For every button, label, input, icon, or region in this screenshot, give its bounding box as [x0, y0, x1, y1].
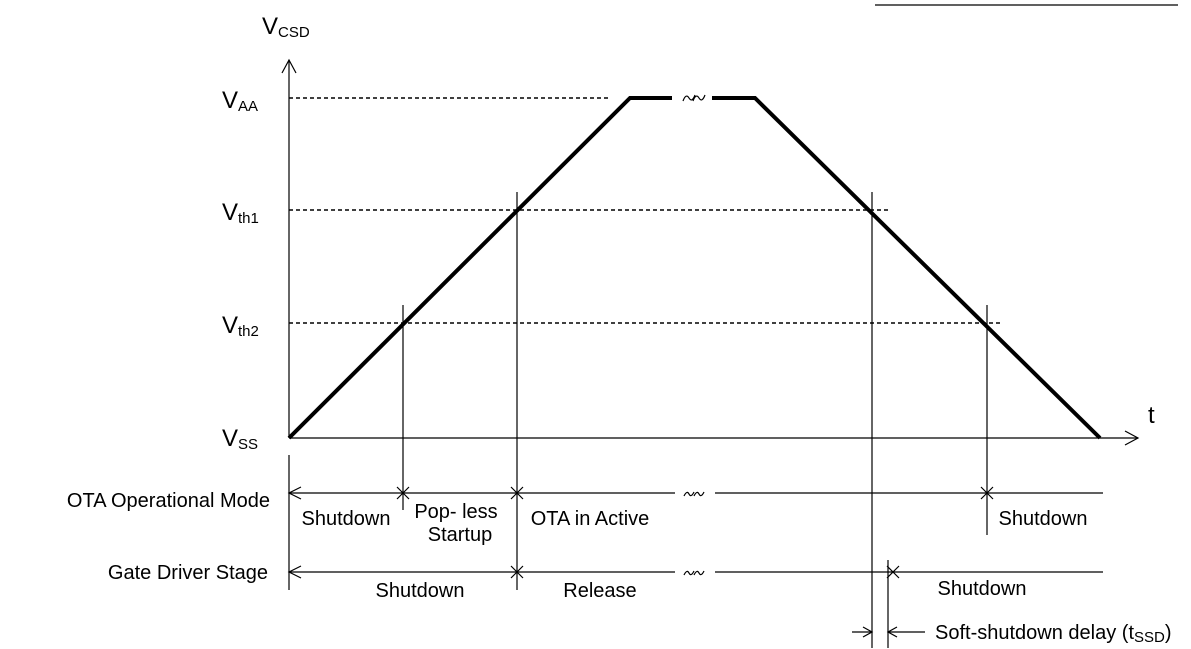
transition-marker — [510, 565, 524, 579]
row-label: Gate Driver Stage — [108, 562, 268, 584]
state-label: Startup — [428, 524, 492, 546]
x-arrow — [1124, 430, 1140, 446]
break-mark — [683, 570, 705, 576]
level-label: Vth1 — [222, 199, 259, 227]
row-arrow — [287, 565, 302, 579]
level-label: Vth2 — [222, 312, 259, 340]
state-label: Shutdown — [938, 578, 1027, 600]
delay-arrowhead — [862, 626, 874, 638]
state-label: Shutdown — [376, 580, 465, 602]
markers — [396, 486, 994, 500]
level-label: VAA — [222, 87, 258, 115]
x-axis-label: t — [1148, 402, 1155, 429]
state-label: Pop- less — [414, 501, 497, 523]
transition-marker — [886, 565, 900, 579]
level-label: VSS — [222, 425, 258, 453]
break-mark — [682, 94, 706, 102]
waveform-rise — [287, 96, 672, 440]
transition-marker — [510, 486, 524, 500]
row-arrow — [287, 486, 302, 500]
row-label: OTA Operational Mode — [67, 490, 270, 512]
transition-marker — [396, 486, 410, 500]
waveform-fall — [712, 96, 1102, 440]
state-label: OTA in Active — [531, 508, 650, 530]
delay-label: Soft-shutdown delay (tSSD) — [935, 622, 1172, 646]
break-mark — [683, 491, 705, 497]
state-label: Shutdown — [302, 508, 391, 530]
state-label: Shutdown — [999, 508, 1088, 530]
y-arrow — [281, 58, 297, 74]
delay-arrowhead — [886, 626, 898, 638]
y-axis-label: VCSD — [262, 13, 310, 41]
transition-marker — [980, 486, 994, 500]
state-label: Release — [563, 580, 636, 602]
